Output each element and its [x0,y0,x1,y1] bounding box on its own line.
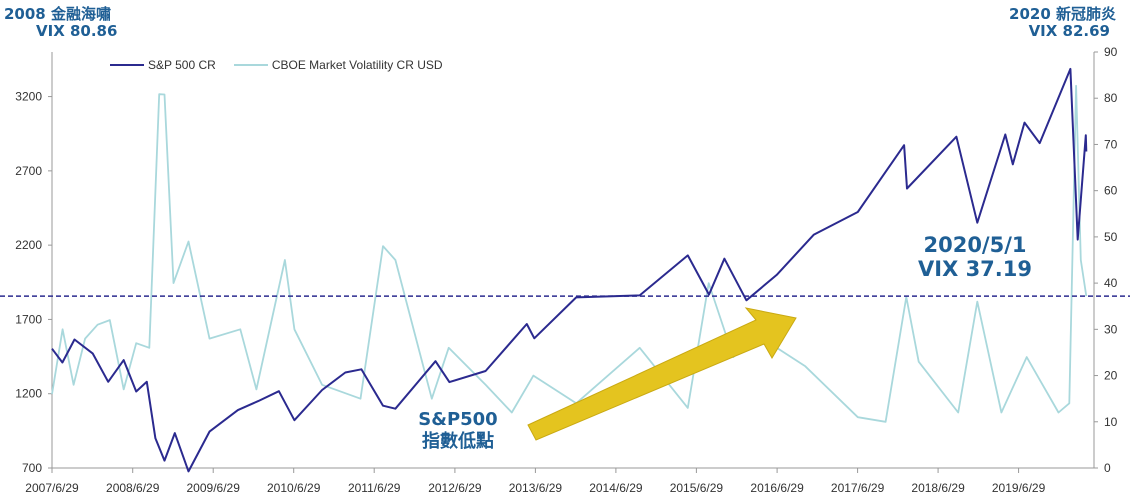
left-tick-label: 1200 [15,387,42,401]
legend-item-sp500: S&P 500 CR [110,58,216,72]
right-tick-label: 50 [1104,230,1118,244]
annotation-2008-crisis: 2008 金融海嘯 VIX 80.86 [4,6,117,40]
x-tick-label: 2009/6/29 [187,481,241,495]
chart-legend: S&P 500 CR CBOE Market Volatility CR USD [110,58,461,72]
annotation-2008-title: 2008 金融海嘯 [4,5,111,23]
x-tick-label: 2018/6/29 [911,481,965,495]
annotation-2020-covid: 2020 新冠肺炎 VIX 82.69 [1009,6,1116,40]
annotation-sp500-low: S&P500 指數低點 [388,409,528,452]
left-tick-label: 700 [22,461,42,475]
legend-swatch-sp500 [110,64,144,66]
right-tick-label: 20 [1104,369,1118,383]
x-tick-label: 2010/6/29 [267,481,321,495]
x-tick-label: 2011/6/29 [348,481,401,495]
annotation-current-value: VIX 37.19 [918,256,1032,281]
legend-item-vix: CBOE Market Volatility CR USD [233,58,443,72]
vix-line [51,84,1088,423]
x-tick-label: 2015/6/29 [670,481,724,495]
x-tick-label: 2007/6/29 [25,481,79,495]
annotation-sp500-name: S&P500 [418,409,498,430]
x-tick-label: 2013/6/29 [509,481,563,495]
sp500-line [51,67,1088,473]
legend-label-vix: CBOE Market Volatility CR USD [271,58,443,72]
x-tick-label: 2017/6/29 [831,481,885,495]
left-tick-label: 2700 [15,164,42,178]
x-tick-label: 2008/6/29 [106,481,160,495]
right-tick-label: 80 [1104,91,1118,105]
right-tick-label: 70 [1104,137,1118,151]
left-tick-label: 3200 [15,90,42,104]
annotation-current-vix: 2020/5/1 VIX 37.19 [900,233,1050,281]
left-tick-label: 1700 [15,312,42,326]
right-tick-label: 10 [1104,415,1118,429]
x-tick-label: 2016/6/29 [750,481,804,495]
annotation-2020-vix: VIX 82.69 [1028,21,1110,40]
right-tick-label: 0 [1104,461,1111,475]
x-tick-label: 2014/6/29 [589,481,643,495]
right-tick-label: 40 [1104,276,1118,290]
left-tick-label: 2200 [15,238,42,252]
right-tick-label: 60 [1104,184,1118,198]
right-tick-label: 30 [1104,322,1118,336]
annotation-2008-vix: VIX 80.86 [36,21,118,40]
right-tick-label: 90 [1104,45,1118,59]
x-tick-label: 2019/6/29 [992,481,1046,495]
annotation-2020-title: 2020 新冠肺炎 [1009,5,1116,23]
legend-label-sp500: S&P 500 CR [148,58,216,72]
annotation-current-date: 2020/5/1 [923,233,1027,257]
trend-arrow [527,307,797,441]
annotation-sp500-desc: 指數低點 [422,430,494,452]
legend-swatch-vix [233,64,268,66]
x-tick-label: 2012/6/29 [428,481,482,495]
